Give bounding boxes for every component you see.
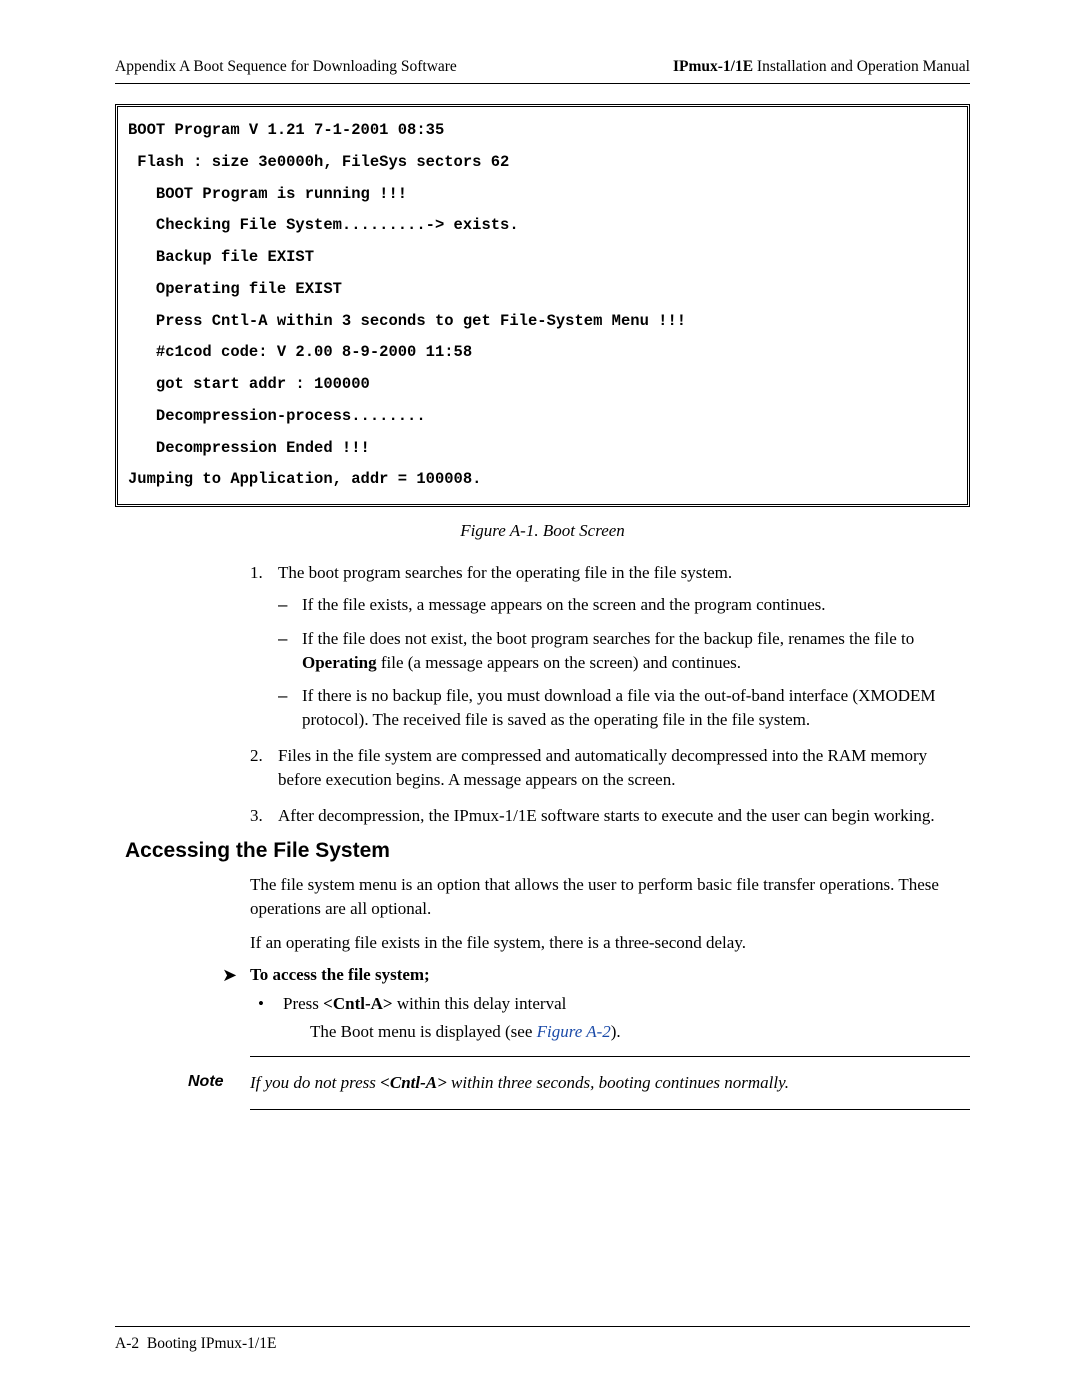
- header-right-bold: IPmux-1/1E: [673, 58, 753, 75]
- list-number: 1.: [250, 561, 263, 585]
- procedure-arrow-row: ➤ To access the file system;: [222, 965, 965, 987]
- note-text: within three seconds, booting continues …: [447, 1073, 789, 1092]
- sub-text: The Boot menu is displayed (see: [310, 1022, 537, 1041]
- bullet-text: Press: [283, 994, 323, 1013]
- dash-item: If there is no backup file, you must dow…: [278, 684, 965, 732]
- header-right: IPmux-1/1E Installation and Operation Ma…: [673, 58, 970, 76]
- note-bold: <Cntl-A>: [380, 1073, 447, 1092]
- list-text: Files in the file system are compressed …: [278, 746, 927, 789]
- figure-caption: Figure A-1. Boot Screen: [115, 521, 970, 541]
- page-number: A-2: [115, 1335, 139, 1352]
- procedure-title: To access the file system;: [250, 965, 430, 985]
- code-line: BOOT Program is running !!!: [128, 185, 407, 203]
- bullet-item: Press <Cntl-A> within this delay interva…: [250, 992, 965, 1016]
- code-line: Decompression-process........: [128, 407, 426, 425]
- bullet-text: within this delay interval: [393, 994, 567, 1013]
- section-heading: Accessing the File System: [125, 839, 970, 863]
- code-line: got start addr : 100000: [128, 375, 370, 393]
- code-line: Decompression Ended !!!: [128, 439, 370, 457]
- note-text: If you do not press: [250, 1073, 380, 1092]
- paragraph: The file system menu is an option that a…: [250, 873, 965, 921]
- note-label: Note: [188, 1071, 224, 1093]
- code-line: BOOT Program V 1.21 7-1-2001 08:35: [128, 121, 444, 139]
- list-item: 2. Files in the file system are compress…: [250, 744, 965, 792]
- paragraph: If an operating file exists in the file …: [250, 931, 965, 955]
- code-line: Checking File System.........-> exists.: [128, 216, 519, 234]
- header-right-rest: Installation and Operation Manual: [753, 58, 970, 75]
- page-footer: A-2 Booting IPmux-1/1E: [115, 1326, 970, 1353]
- footer-title: Booting IPmux-1/1E: [147, 1335, 277, 1352]
- code-line: Backup file EXIST: [128, 248, 314, 266]
- dash-item: If the file does not exist, the boot pro…: [278, 627, 965, 675]
- figure-link[interactable]: Figure A-2: [537, 1022, 611, 1041]
- bullet-bold: <Cntl-A>: [323, 994, 392, 1013]
- code-line: #c1cod code: V 2.00 8-9-2000 11:58: [128, 343, 472, 361]
- list-number: 3.: [250, 804, 263, 828]
- list-number: 2.: [250, 744, 263, 768]
- list-item: 3. After decompression, the IPmux-1/1E s…: [250, 804, 965, 828]
- list-item: 1. The boot program searches for the ope…: [250, 561, 965, 732]
- dash-list: If the file exists, a message appears on…: [278, 593, 965, 732]
- numbered-list: 1. The boot program searches for the ope…: [250, 561, 965, 827]
- arrow-icon: ➤: [222, 965, 250, 987]
- dash-bold: Operating: [302, 653, 377, 672]
- header-left: Appendix A Boot Sequence for Downloading…: [115, 58, 457, 76]
- note-block: Note If you do not press <Cntl-A> within…: [250, 1056, 970, 1110]
- page-header: Appendix A Boot Sequence for Downloading…: [115, 58, 970, 84]
- sub-paragraph: The Boot menu is displayed (see Figure A…: [310, 1022, 965, 1042]
- dash-text: If the file does not exist, the boot pro…: [302, 629, 914, 648]
- list-text: The boot program searches for the operat…: [278, 563, 732, 582]
- dash-item: If the file exists, a message appears on…: [278, 593, 965, 617]
- dash-text: file (a message appears on the screen) a…: [377, 653, 741, 672]
- list-text: After decompression, the IPmux-1/1E soft…: [278, 806, 935, 825]
- code-line: Flash : size 3e0000h, FileSys sectors 62: [128, 153, 509, 171]
- bullet-list: Press <Cntl-A> within this delay interva…: [250, 992, 965, 1016]
- code-line: Jumping to Application, addr = 100008.: [128, 470, 481, 488]
- code-line: Press Cntl-A within 3 seconds to get Fil…: [128, 312, 686, 330]
- boot-screen-code: BOOT Program V 1.21 7-1-2001 08:35 Flash…: [115, 104, 970, 507]
- sub-text: ).: [611, 1022, 621, 1041]
- code-line: Operating file EXIST: [128, 280, 342, 298]
